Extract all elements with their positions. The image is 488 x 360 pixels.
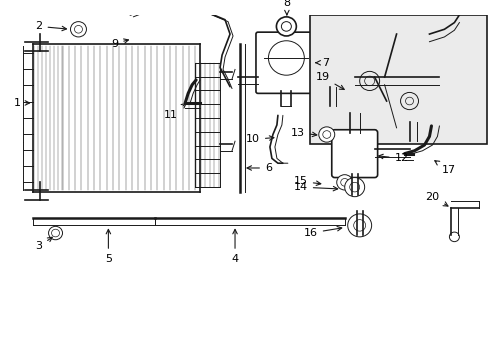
Text: 15: 15: [293, 176, 320, 186]
Circle shape: [349, 182, 359, 192]
Text: 8: 8: [283, 0, 290, 15]
Text: 14: 14: [293, 182, 337, 192]
Circle shape: [359, 71, 379, 90]
Text: 20: 20: [425, 192, 447, 206]
Text: 16: 16: [303, 226, 341, 238]
Circle shape: [70, 22, 86, 37]
Circle shape: [448, 232, 458, 242]
Text: 5: 5: [104, 229, 112, 264]
FancyBboxPatch shape: [255, 32, 316, 93]
Circle shape: [336, 175, 352, 190]
Circle shape: [276, 17, 296, 36]
Circle shape: [51, 229, 60, 237]
Circle shape: [74, 26, 82, 33]
Text: 3: 3: [36, 237, 52, 251]
Circle shape: [364, 76, 374, 86]
Circle shape: [318, 127, 334, 142]
Text: 10: 10: [245, 134, 273, 144]
Text: 19: 19: [315, 72, 344, 90]
Text: 13: 13: [290, 127, 316, 138]
Circle shape: [268, 41, 304, 75]
Text: 1: 1: [14, 98, 29, 108]
Bar: [309, 15, 487, 144]
Text: 12: 12: [378, 153, 408, 163]
Circle shape: [347, 214, 371, 237]
Circle shape: [353, 220, 365, 231]
Text: 7: 7: [315, 58, 328, 68]
Text: 2: 2: [35, 21, 66, 31]
Circle shape: [400, 93, 418, 110]
Circle shape: [344, 177, 364, 197]
Text: 18: 18: [0, 359, 1, 360]
Circle shape: [281, 22, 291, 31]
Text: 9: 9: [111, 39, 128, 49]
FancyBboxPatch shape: [331, 130, 377, 177]
Circle shape: [405, 97, 413, 105]
Text: 17: 17: [434, 161, 455, 175]
Circle shape: [340, 179, 348, 186]
Text: 11: 11: [164, 104, 185, 120]
Text: 6: 6: [246, 163, 271, 173]
Text: 4: 4: [231, 229, 238, 264]
Circle shape: [48, 226, 62, 240]
Circle shape: [322, 131, 330, 138]
